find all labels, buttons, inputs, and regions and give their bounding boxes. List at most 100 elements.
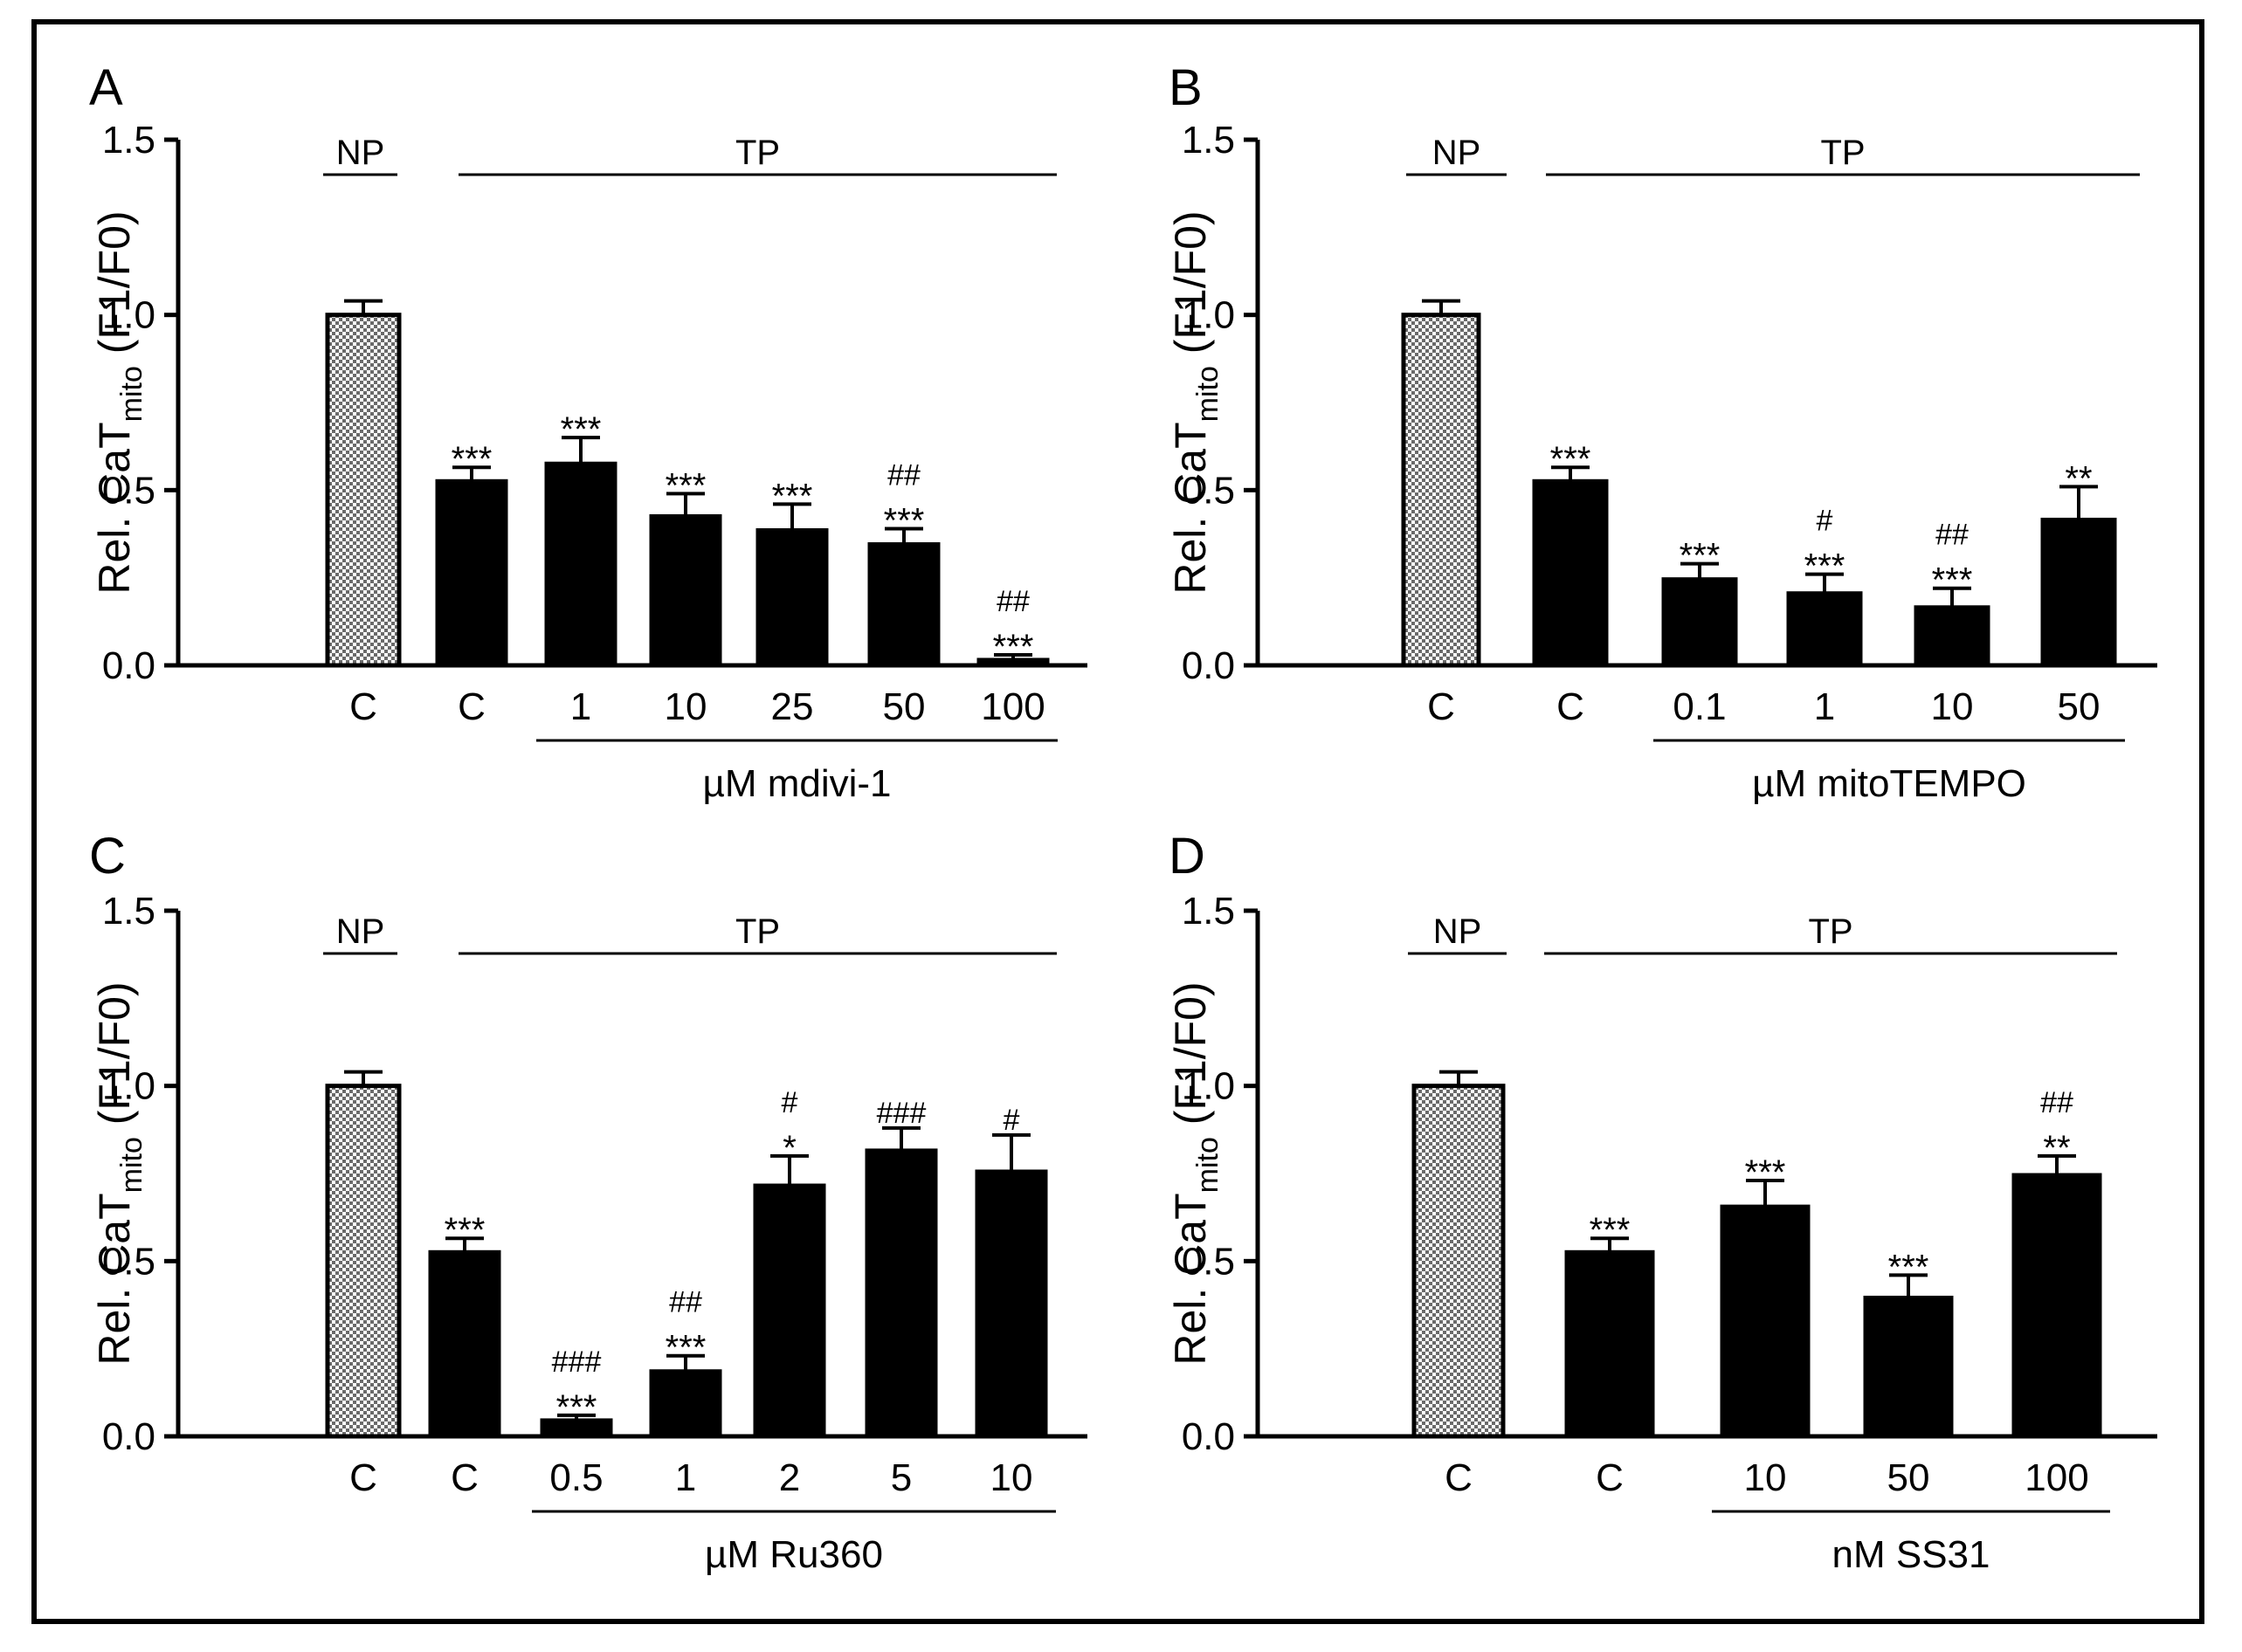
panel-b-sig-star: ** (2065, 459, 2092, 498)
panel-b-bar (1532, 478, 1609, 666)
panel-c-xtick-label: C (451, 1456, 479, 1499)
panel-d-sig-star: ** (2043, 1129, 2070, 1167)
panel-b-sig-star: *** (1680, 537, 1721, 575)
panel-c-xtick-label: 10 (990, 1456, 1033, 1499)
panel-d-tp-label: TP (1808, 912, 1852, 951)
panel-c-sig-hash: ## (669, 1286, 702, 1319)
panel-d-xtick-label: 50 (1887, 1456, 1930, 1499)
panel-d-xtick-label: C (1445, 1456, 1473, 1499)
panel-a-sig-hash: ## (997, 585, 1030, 618)
panel-c-sig-star: * (783, 1129, 797, 1167)
panel-b-xtick-label: C (1556, 685, 1584, 728)
figure-frame (31, 19, 2204, 1624)
panel-c-ytick-label: 0.5 (102, 1240, 155, 1283)
panel-c-sig-star: *** (445, 1211, 486, 1249)
panel-d-sig-star: *** (1745, 1153, 1786, 1192)
panel-c-ytick-label: 1.0 (102, 1065, 155, 1108)
panel-d-sig-star: *** (1590, 1211, 1631, 1249)
panel-a-xtick-label: 100 (981, 685, 1045, 728)
panel-b-bar (1401, 313, 1481, 668)
panel-b-tp-label: TP (1820, 134, 1865, 172)
panel-c-bar (975, 1169, 1048, 1437)
panel-b-sig-star: *** (1804, 547, 1845, 586)
panel-d-sig-star: *** (1888, 1248, 1929, 1286)
panel-c-xtick-label: 1 (675, 1456, 696, 1499)
panel-c-sig-hash: # (782, 1086, 798, 1119)
panel-d-xtick-label: C (1596, 1456, 1624, 1499)
panel-a-xtick-label: 1 (570, 685, 591, 728)
panel-a-np-label: NP (336, 134, 385, 172)
panel-c-sig-star: *** (666, 1329, 707, 1367)
panel-d-ytick-label: 0.0 (1182, 1415, 1235, 1458)
panel-c-y-axis-label: Rel. CaTmito (F1/F0) (90, 981, 148, 1365)
panel-b-xtick-label: 1 (1814, 685, 1835, 728)
panel-b-sig-star: *** (1932, 561, 1973, 600)
panel-c-sig-hash: # (1004, 1104, 1020, 1137)
panel-d-bar (1411, 1084, 1506, 1439)
panel-a-ytick-label: 0.5 (102, 469, 155, 512)
panel-a-tp-label: TP (735, 134, 780, 172)
panel-c-tp-label: TP (735, 912, 780, 951)
panel-c-bar (325, 1084, 402, 1439)
panel-d-bar (1863, 1295, 1954, 1437)
panel-c-sig-star: *** (556, 1388, 597, 1427)
panel-d-letter: D (1169, 828, 1205, 885)
panel-c-xtick-label: C (349, 1456, 377, 1499)
panel-b-bar (1661, 577, 1738, 666)
panel-b-ytick-label: 1.5 (1182, 119, 1235, 162)
panel-d-bar (1564, 1249, 1655, 1437)
panel-d-xtick-label: 100 (2025, 1456, 2088, 1499)
panel-a-ytick-label: 1.5 (102, 119, 155, 162)
panel-b-sig-hash: # (1817, 505, 1833, 538)
panel-d-ytick-label: 1.0 (1182, 1065, 1235, 1108)
panel-b-xtick-label: 10 (1931, 685, 1974, 728)
panel-d-x-axis-label: nM SS31 (1832, 1533, 1990, 1576)
panel-c-sig-hash: ### (552, 1346, 602, 1379)
panel-a-bar (435, 478, 508, 666)
panel-d-xtick-label: 10 (1744, 1456, 1787, 1499)
panel-c-xtick-label: 0.5 (549, 1456, 603, 1499)
panel-a-bar (325, 313, 402, 668)
panel-a-sig-star: *** (884, 501, 925, 540)
panel-c-letter: C (89, 828, 126, 885)
panel-c-ytick-label: 1.5 (102, 890, 155, 933)
panel-d-y-axis-label: Rel. CaTmito (F1/F0) (1166, 981, 1224, 1365)
panel-b-bar (2040, 517, 2117, 666)
panel-c-xtick-label: 2 (779, 1456, 800, 1499)
panel-d-ytick-label: 0.5 (1182, 1240, 1235, 1283)
panel-b-x-axis-label: µM mitoTEMPO (1752, 762, 2026, 805)
panel-a-xtick-label: 10 (665, 685, 707, 728)
panel-a-bar (755, 527, 829, 666)
panel-b-bar (1786, 591, 1863, 666)
panel-c-bar (865, 1148, 938, 1437)
panel-b-letter: B (1169, 59, 1203, 116)
panel-a-y-axis-label: Rel. CaTmito (F1/F0) (90, 210, 148, 594)
panel-a-sig-hash: ## (887, 458, 921, 492)
panel-b-ytick-label: 0.0 (1182, 644, 1235, 687)
panel-a-bar (544, 461, 617, 666)
panel-b-np-label: NP (1432, 134, 1481, 172)
panel-c-ytick-label: 0.0 (102, 1415, 155, 1458)
panel-b-xtick-label: 50 (2058, 685, 2101, 728)
panel-a-sig-star: *** (452, 440, 493, 478)
panel-b-y-axis-label: Rel. CaTmito (F1/F0) (1166, 210, 1224, 594)
panel-d-sig-hash: ## (2040, 1086, 2073, 1119)
panel-a-x-axis-label: µM mdivi-1 (702, 762, 891, 805)
panel-a-ytick-label: 1.0 (102, 294, 155, 337)
panel-a-sig-star: *** (772, 477, 813, 515)
panel-c-bar (428, 1249, 501, 1437)
panel-d-ytick-label: 1.5 (1182, 890, 1235, 933)
panel-a-letter: A (89, 59, 123, 116)
panel-a-sig-star: *** (666, 466, 707, 505)
panel-a-xtick-label: C (458, 685, 486, 728)
panel-c-x-axis-label: µM Ru360 (705, 1533, 883, 1576)
panel-a-ytick-label: 0.0 (102, 644, 155, 687)
panel-d-bar (1720, 1204, 1811, 1437)
panel-c-np-label: NP (336, 912, 385, 951)
panel-d-bar (2011, 1173, 2102, 1437)
panel-b-bar (1914, 605, 1990, 666)
panel-c-sig-hash: ### (877, 1097, 927, 1130)
panel-c-bar (649, 1369, 722, 1437)
panel-a-xtick-label: 50 (883, 685, 926, 728)
